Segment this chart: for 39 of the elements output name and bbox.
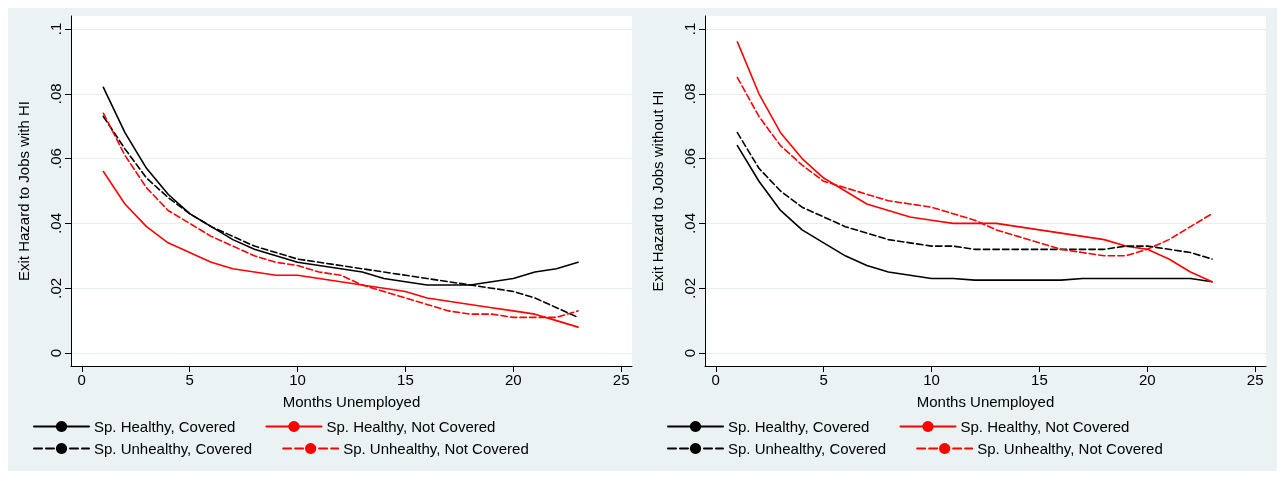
line-series [736, 144, 1213, 283]
legend-label: Sp. Unhealthy, Covered [94, 440, 253, 457]
legend-label: Sp. Unhealthy, Not Covered [343, 440, 529, 457]
legend-label: Sp. Healthy, Not Covered [326, 418, 496, 435]
x-tick-label: 25 [612, 371, 630, 388]
y-tick-label: .04 [681, 212, 698, 234]
x-tick-label: 20 [1138, 371, 1156, 388]
x-axis-title: Months Unemployed [282, 393, 421, 410]
legend-label: Sp. Healthy, Covered [728, 418, 870, 435]
y-tick-label: .06 [47, 148, 64, 170]
y-tick-label: 0 [681, 348, 698, 358]
y-tick-label: .08 [681, 83, 698, 105]
legend-label: Sp. Healthy, Covered [94, 418, 236, 435]
y-tick-label: .04 [47, 212, 64, 234]
y-tick-label: .02 [681, 277, 698, 299]
x-tick-label: 5 [185, 371, 194, 388]
y-tick-label: .1 [47, 22, 64, 36]
y-tick-label: .06 [681, 148, 698, 170]
legend-label: Sp. Unhealthy, Covered [728, 440, 887, 457]
legend-label: Sp. Healthy, Not Covered [960, 418, 1130, 435]
x-tick-label: 10 [923, 371, 940, 388]
x-tick-label: 5 [819, 371, 828, 388]
legend-label: Sp. Unhealthy, Not Covered [977, 440, 1163, 457]
y-axis-title: Exit Hazard to Jobs without HI [649, 90, 666, 292]
x-tick-label: 0 [77, 371, 86, 388]
y-tick-label: .02 [47, 277, 64, 299]
x-tick-label: 15 [1031, 371, 1048, 388]
x-tick-label: 10 [289, 371, 306, 388]
y-axis-title: Exit Hazard to Jobs with HI [15, 100, 32, 282]
x-tick-label: 15 [397, 371, 414, 388]
line-series [736, 131, 1213, 260]
y-tick-label: .1 [681, 22, 698, 36]
x-tick-label: 25 [1246, 371, 1264, 388]
x-axis-title: Months Unemployed [916, 393, 1055, 410]
y-tick-label: 0 [47, 348, 64, 358]
line-series [736, 41, 1213, 283]
y-tick-label: .08 [47, 83, 64, 105]
x-tick-label: 0 [711, 371, 720, 388]
x-tick-label: 20 [504, 371, 522, 388]
